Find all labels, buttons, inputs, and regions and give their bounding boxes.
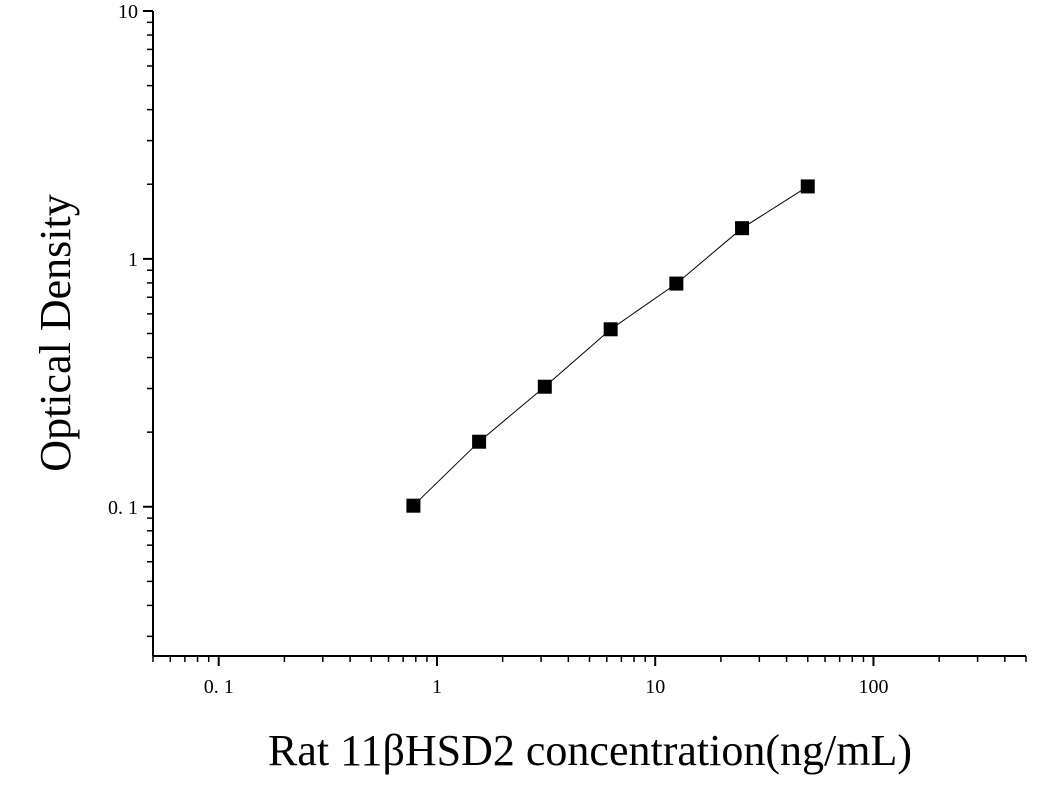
- x-tick-label: 1: [432, 676, 442, 698]
- y-tick-label: 1: [128, 249, 138, 271]
- y-axis: 0. 1 1 10: [108, 1, 154, 656]
- data-point: [406, 498, 421, 513]
- y-axis-title: Optical Density: [31, 194, 80, 471]
- x-axis-title: Rat 11βHSD2 concentration(ng/mL): [268, 726, 912, 775]
- data-point: [537, 379, 552, 394]
- x-tick-label: 10: [645, 676, 665, 698]
- y-tick-label: 0. 1: [108, 497, 138, 519]
- data-point: [735, 221, 750, 236]
- x-tick-label: 0. 1: [204, 676, 234, 698]
- y-tick-label: 10: [118, 1, 138, 23]
- x-axis: 0. 1 1 10 100: [152, 655, 1027, 698]
- data-point: [603, 322, 618, 337]
- data-point: [800, 179, 815, 194]
- data-point: [472, 434, 487, 449]
- data-point: [669, 276, 684, 291]
- data-series: [406, 179, 815, 513]
- x-tick-label: 100: [858, 676, 888, 698]
